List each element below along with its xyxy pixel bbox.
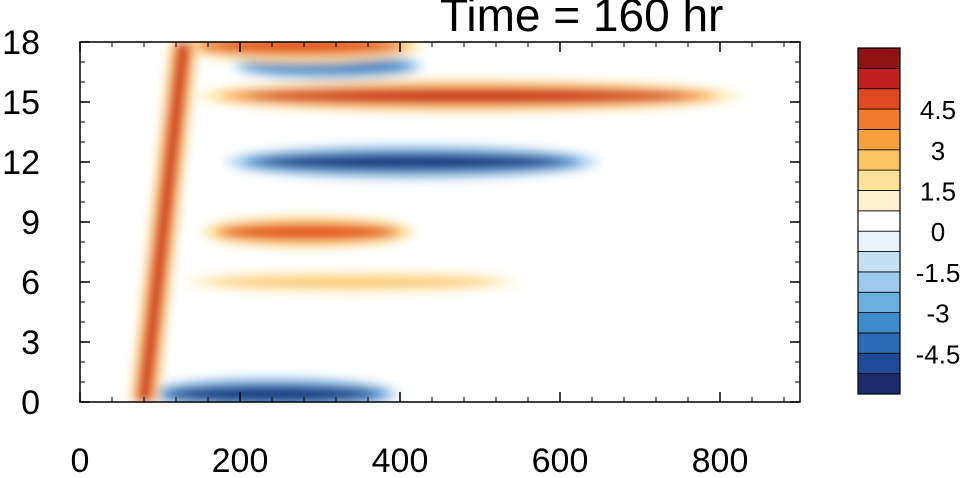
heatmap-field — [128, 42, 744, 402]
colorbar-swatch — [857, 373, 901, 395]
colorbar-swatch — [857, 108, 901, 130]
field-bands — [128, 42, 744, 402]
x-tick-label: 600 — [532, 442, 589, 473]
x-tick-label: 800 — [692, 442, 749, 473]
colorbar-swatch — [857, 271, 901, 293]
colorbar-label: -1.5 — [916, 258, 961, 288]
colorbar-swatch — [857, 67, 901, 90]
colorbar-label: 3 — [931, 136, 945, 166]
field-mark — [221, 226, 395, 238]
colorbar-swatch — [857, 291, 901, 313]
y-tick-label: 3 — [21, 324, 40, 362]
colorbar-swatch — [857, 129, 901, 151]
chart-title: Time = 160 hr — [440, 0, 724, 41]
colorbar-swatch — [857, 210, 901, 232]
colorbar-swatch — [857, 47, 901, 69]
colorbar-label: -4.5 — [916, 339, 961, 369]
y-tick-label: 0 — [21, 384, 40, 422]
y-tick-label: 9 — [21, 204, 40, 242]
field-mark — [169, 388, 375, 400]
x-tick-label: 400 — [372, 442, 429, 473]
colorbar-label: -3 — [926, 299, 949, 329]
field-mark — [200, 42, 400, 52]
colorbar-swatch — [857, 352, 901, 375]
field-mark — [211, 277, 493, 287]
colorbar-swatch — [857, 312, 901, 334]
colorbar-swatch — [857, 332, 901, 354]
x-tick-label: 200 — [212, 442, 269, 473]
colorbar-label: 1.5 — [920, 176, 956, 206]
colorbar-swatch — [857, 251, 901, 273]
colorbar-swatch — [857, 169, 901, 191]
colorbar-swatch — [857, 190, 901, 212]
colorbar-swatch — [857, 149, 901, 171]
colorbar-swatch — [857, 230, 901, 252]
colorbar-frame — [857, 47, 901, 395]
field-mark — [247, 90, 689, 102]
x-tick-label: 0 — [71, 442, 90, 473]
y-tick-label: 18 — [2, 24, 40, 62]
field-mark — [261, 156, 563, 168]
y-tick-label: 6 — [21, 264, 40, 302]
y-tick-label: 15 — [2, 84, 40, 122]
colorbar: -4.5 -3 -1.5 0 1.5 3 4.5 — [857, 47, 961, 395]
colorbar-label: 0 — [931, 217, 945, 247]
y-tick-label: 12 — [2, 144, 40, 182]
colorbar-label: 4.5 — [920, 95, 956, 125]
colorbar-swatch — [857, 88, 901, 110]
axes: 0 200 400 600 800 0 3 6 9 12 15 18 — [2, 24, 801, 478]
field-mark — [140, 42, 188, 402]
